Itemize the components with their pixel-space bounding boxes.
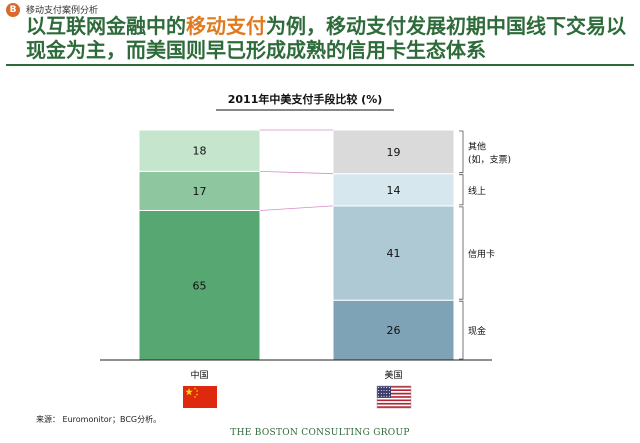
usa-flag-stripe-5: [377, 394, 411, 397]
usa-flag-star: [378, 389, 380, 392]
title-rule: [6, 64, 634, 66]
data-label-1-1: 41: [387, 247, 401, 260]
china-flag-small-star-4: [193, 395, 197, 399]
data-label-1-0: 26: [387, 324, 401, 337]
usa-flag-stripe-0: [377, 386, 411, 388]
headline-part2: 为例，移动支付发展初期中国线下交易以现金为主，而美国则早已形成成熟的信用卡生态体…: [26, 14, 626, 62]
usa-flag-stripe-9: [377, 401, 411, 403]
bar-segment-0-0: [138, 210, 261, 361]
china-flag-small-star-2: [195, 389, 199, 393]
legend-bracket-3: [459, 300, 464, 360]
china-flag-field: [183, 386, 217, 408]
usa-flag-stripe-11: [377, 404, 411, 407]
breadcrumb: 移动支付案例分析: [26, 6, 99, 16]
bar-segment-1-0: [332, 299, 455, 361]
usa-flag-star: [380, 387, 382, 389]
usa-flag-star: [386, 389, 388, 392]
page-title: 以互联网金融中的移动支付为例，移动支付发展初期中国线下交易以现金为主，而美国则早…: [26, 14, 634, 62]
usa-flag-star: [380, 395, 382, 397]
legend-bracket-1: [459, 174, 464, 206]
usa-flag-stripe-1: [377, 387, 411, 390]
usa-flag-star: [378, 395, 380, 397]
connector-line-1: [259, 171, 334, 175]
data-label-0-0: 65: [193, 279, 207, 292]
bar-segment-1-3: [332, 129, 455, 175]
usa-flag-star: [388, 387, 390, 389]
connector-line-0: [259, 205, 334, 211]
section-badge: B: [6, 3, 20, 17]
usa-flag-star: [386, 395, 388, 397]
bar-segment-0-2: [138, 170, 261, 211]
bar-segment-0-3: [138, 129, 261, 172]
usa-flag-star: [378, 392, 380, 394]
usa-flag-stripe-2: [377, 389, 411, 392]
data-label-1-3: 19: [387, 146, 401, 159]
usa-flag-border: [376, 385, 412, 409]
legend-label-1-0: 线上: [468, 185, 486, 197]
usa-flag-star: [383, 387, 385, 389]
usa-flag-star: [386, 392, 388, 394]
usa-flag-star: [383, 389, 385, 392]
usa-flag-stripe-10: [377, 402, 411, 405]
usa-flag-star: [388, 389, 390, 392]
headline-part1: 以互联网金融中的: [26, 14, 186, 38]
usa-flag-star: [380, 392, 382, 394]
legend-label-0-1: (如，支票): [468, 153, 511, 165]
usa-flag-star: [383, 395, 385, 397]
usa-flag-stripe-4: [377, 392, 411, 395]
usa-flag-star: [380, 389, 382, 392]
usa-flag-stripe-6: [377, 396, 411, 398]
usa-flag-star: [388, 392, 390, 394]
usa-flag-star: [378, 387, 380, 389]
legend-label-2-0: 信用卡: [468, 248, 495, 260]
usa-flag-canton: [377, 386, 391, 398]
usa-flag-star: [388, 395, 390, 397]
usa-flag-icon: [376, 385, 412, 409]
bar-segment-1-2: [332, 173, 455, 207]
usa-flag-stripe-3: [377, 391, 411, 393]
usa-flag-star: [383, 392, 385, 394]
headline-highlight: 移动支付: [186, 14, 266, 38]
data-label-0-3: 18: [193, 145, 207, 158]
legend-bracket-0: [459, 130, 464, 174]
category-label-1: 美国: [384, 369, 402, 381]
china-flag-small-star-1: [193, 387, 197, 390]
legend-label-0-0: 其他: [468, 140, 486, 152]
china-flag-small-star-3: [195, 393, 199, 396]
source-note: 来源： Euromonitor；BCG分析。: [36, 415, 162, 424]
china-flag-big-star: [185, 388, 193, 396]
usa-flag-stripe-8: [377, 399, 411, 402]
usa-flag-stripe-7: [377, 397, 411, 400]
chart-title: 2011年中美支付手段比较 (%): [228, 92, 383, 106]
category-label-0: 中国: [190, 369, 208, 381]
usa-flag-stripe-12: [377, 406, 411, 409]
usa-flag-star: [386, 387, 388, 389]
bar-segment-1-1: [332, 205, 455, 301]
data-label-0-2: 17: [193, 185, 207, 198]
legend-bracket-2: [459, 206, 464, 300]
data-label-1-2: 14: [387, 184, 401, 197]
bcg-logo: THE BOSTON CONSULTING GROUP: [230, 428, 410, 438]
china-flag-icon: [183, 386, 217, 408]
legend-label-3-0: 现金: [468, 325, 486, 337]
